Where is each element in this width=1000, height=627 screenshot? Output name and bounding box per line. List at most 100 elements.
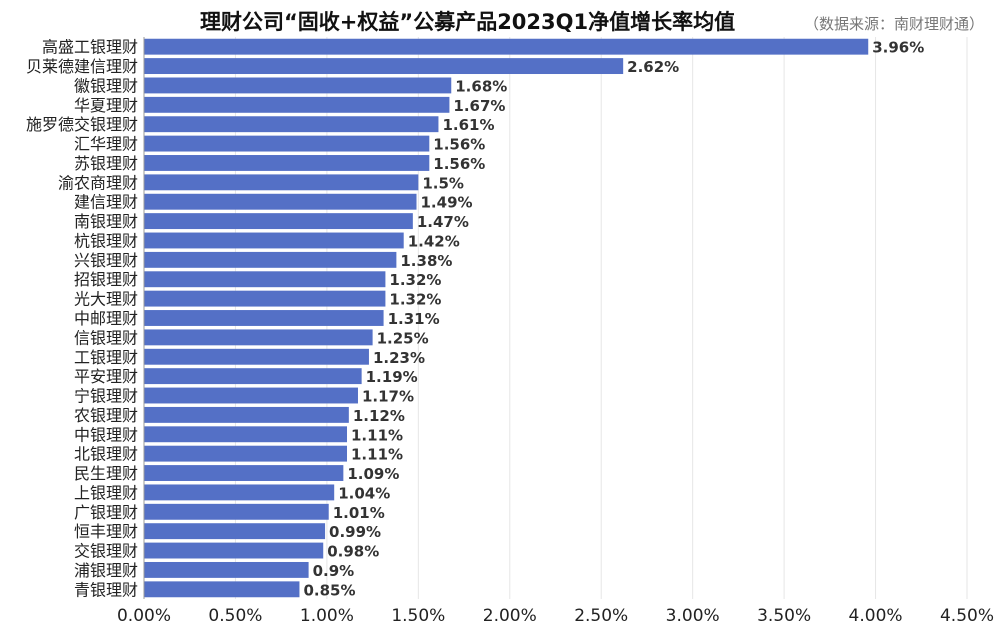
bar bbox=[144, 387, 358, 404]
bar bbox=[144, 155, 430, 171]
category-label: 华夏理财 bbox=[74, 96, 138, 115]
value-label: 0.98% bbox=[327, 543, 379, 561]
category-label: 平安理财 bbox=[74, 367, 138, 386]
x-tick-label: 3.00% bbox=[666, 606, 720, 626]
value-label: 1.5% bbox=[422, 174, 464, 192]
value-label: 0.85% bbox=[303, 581, 355, 599]
category-label: 广银理财 bbox=[74, 503, 138, 522]
x-tick-label: 1.50% bbox=[391, 606, 445, 626]
category-label: 恒丰理财 bbox=[74, 522, 138, 541]
bar bbox=[144, 503, 329, 520]
category-label: 招银理财 bbox=[74, 270, 138, 289]
bar bbox=[144, 368, 362, 385]
category-label: 农银理财 bbox=[74, 406, 138, 425]
value-label: 3.96% bbox=[872, 39, 924, 57]
bar bbox=[144, 213, 413, 230]
category-label: 民生理财 bbox=[74, 464, 138, 483]
value-label: 1.09% bbox=[347, 465, 399, 483]
category-label: 徽银理财 bbox=[74, 76, 138, 95]
category-label: 工银理财 bbox=[74, 348, 138, 367]
value-label: 1.32% bbox=[389, 291, 441, 309]
bar bbox=[144, 193, 417, 210]
category-label: 中邮理财 bbox=[74, 309, 138, 328]
category-labels: 高盛工银理财贝莱德建信理财徽银理财华夏理财施罗德交银理财汇华理财苏银理财渝农商理… bbox=[26, 38, 138, 600]
category-label: 信银理财 bbox=[74, 328, 138, 347]
x-tick-label: 1.00% bbox=[300, 606, 354, 626]
value-label: 1.12% bbox=[353, 407, 405, 425]
value-label: 1.56% bbox=[433, 136, 485, 154]
category-label: 北银理财 bbox=[74, 445, 138, 464]
x-tick-label: 4.50% bbox=[940, 606, 994, 626]
bar bbox=[144, 232, 404, 249]
x-tick-label: 2.00% bbox=[483, 606, 537, 626]
x-tick-label: 0.00% bbox=[117, 606, 171, 626]
bar bbox=[144, 174, 419, 191]
value-label: 1.01% bbox=[333, 504, 385, 522]
bar bbox=[144, 271, 386, 288]
chart-title: 理财公司“固收+权益”公募产品2023Q1净值增长率均值 bbox=[200, 10, 736, 34]
category-label: 中银理财 bbox=[74, 425, 138, 444]
category-label: 南银理财 bbox=[74, 212, 138, 231]
category-label: 浦银理财 bbox=[74, 561, 138, 580]
bar bbox=[144, 290, 386, 307]
category-label: 交银理财 bbox=[74, 542, 138, 561]
category-label: 建信理财 bbox=[74, 193, 138, 212]
category-label: 上银理财 bbox=[74, 483, 138, 502]
bar bbox=[144, 77, 452, 94]
x-tick-label: 4.00% bbox=[849, 606, 903, 626]
x-tick-labels: 0.00% 0.50% 1.00% 1.50% 2.00% 2.50% 3.00% 3.50%… bbox=[117, 606, 994, 626]
category-label: 高盛工银理财 bbox=[42, 38, 138, 57]
value-label: 1.23% bbox=[373, 349, 425, 367]
value-label: 1.31% bbox=[388, 310, 440, 328]
bar bbox=[144, 426, 348, 443]
value-label: 1.47% bbox=[417, 213, 469, 231]
value-label: 1.56% bbox=[433, 155, 485, 173]
value-label: 0.9% bbox=[313, 562, 355, 580]
value-label: 1.25% bbox=[377, 329, 429, 347]
bar bbox=[144, 348, 369, 365]
bar bbox=[144, 96, 450, 113]
x-tick-label: 3.50% bbox=[757, 606, 811, 626]
category-label: 宁银理财 bbox=[74, 387, 138, 406]
category-label: 汇华理财 bbox=[74, 135, 138, 154]
bar bbox=[144, 251, 397, 268]
value-label: 1.67% bbox=[453, 97, 505, 115]
value-label: 1.42% bbox=[408, 232, 460, 250]
x-tick-label: 0.50% bbox=[208, 606, 262, 626]
chart-source-note: （数据来源：南财理财通） bbox=[804, 15, 985, 33]
chart-title-bar: 理财公司“固收+权益”公募产品2023Q1净值增长率均值 （数据来源：南财理财通… bbox=[0, 4, 1000, 34]
bar bbox=[144, 329, 373, 346]
bar bbox=[144, 445, 348, 462]
bar bbox=[144, 465, 344, 481]
bar bbox=[144, 484, 335, 501]
value-label: 1.68% bbox=[455, 77, 507, 95]
value-label: 1.32% bbox=[389, 271, 441, 289]
category-label: 兴银理财 bbox=[74, 251, 138, 270]
category-label: 渝农商理财 bbox=[58, 173, 138, 192]
category-label: 苏银理财 bbox=[74, 154, 138, 173]
bar bbox=[144, 38, 869, 55]
value-label: 1.11% bbox=[351, 426, 403, 444]
value-label: 0.99% bbox=[329, 523, 381, 541]
bar bbox=[144, 542, 324, 559]
bar bbox=[144, 561, 309, 578]
category-label: 杭银理财 bbox=[74, 231, 138, 250]
bar bbox=[144, 523, 326, 540]
bar bbox=[144, 406, 349, 423]
category-label: 青银理财 bbox=[74, 580, 138, 599]
bar bbox=[144, 58, 624, 75]
value-label: 1.38% bbox=[400, 252, 452, 270]
value-label: 1.49% bbox=[421, 194, 473, 212]
bars-group bbox=[144, 38, 869, 598]
value-label: 1.61% bbox=[442, 116, 494, 134]
bar bbox=[144, 116, 439, 133]
bar bbox=[144, 310, 384, 326]
value-labels: 3.96%2.62%1.68%1.67%1.61%1.56%1.56%1.5%1… bbox=[303, 39, 924, 600]
value-label: 1.11% bbox=[351, 446, 403, 464]
bar bbox=[144, 135, 430, 152]
x-tick-label: 2.50% bbox=[574, 606, 628, 626]
value-label: 1.04% bbox=[338, 484, 390, 502]
value-label: 2.62% bbox=[627, 58, 679, 76]
category-label: 施罗德交银理财 bbox=[26, 115, 138, 134]
